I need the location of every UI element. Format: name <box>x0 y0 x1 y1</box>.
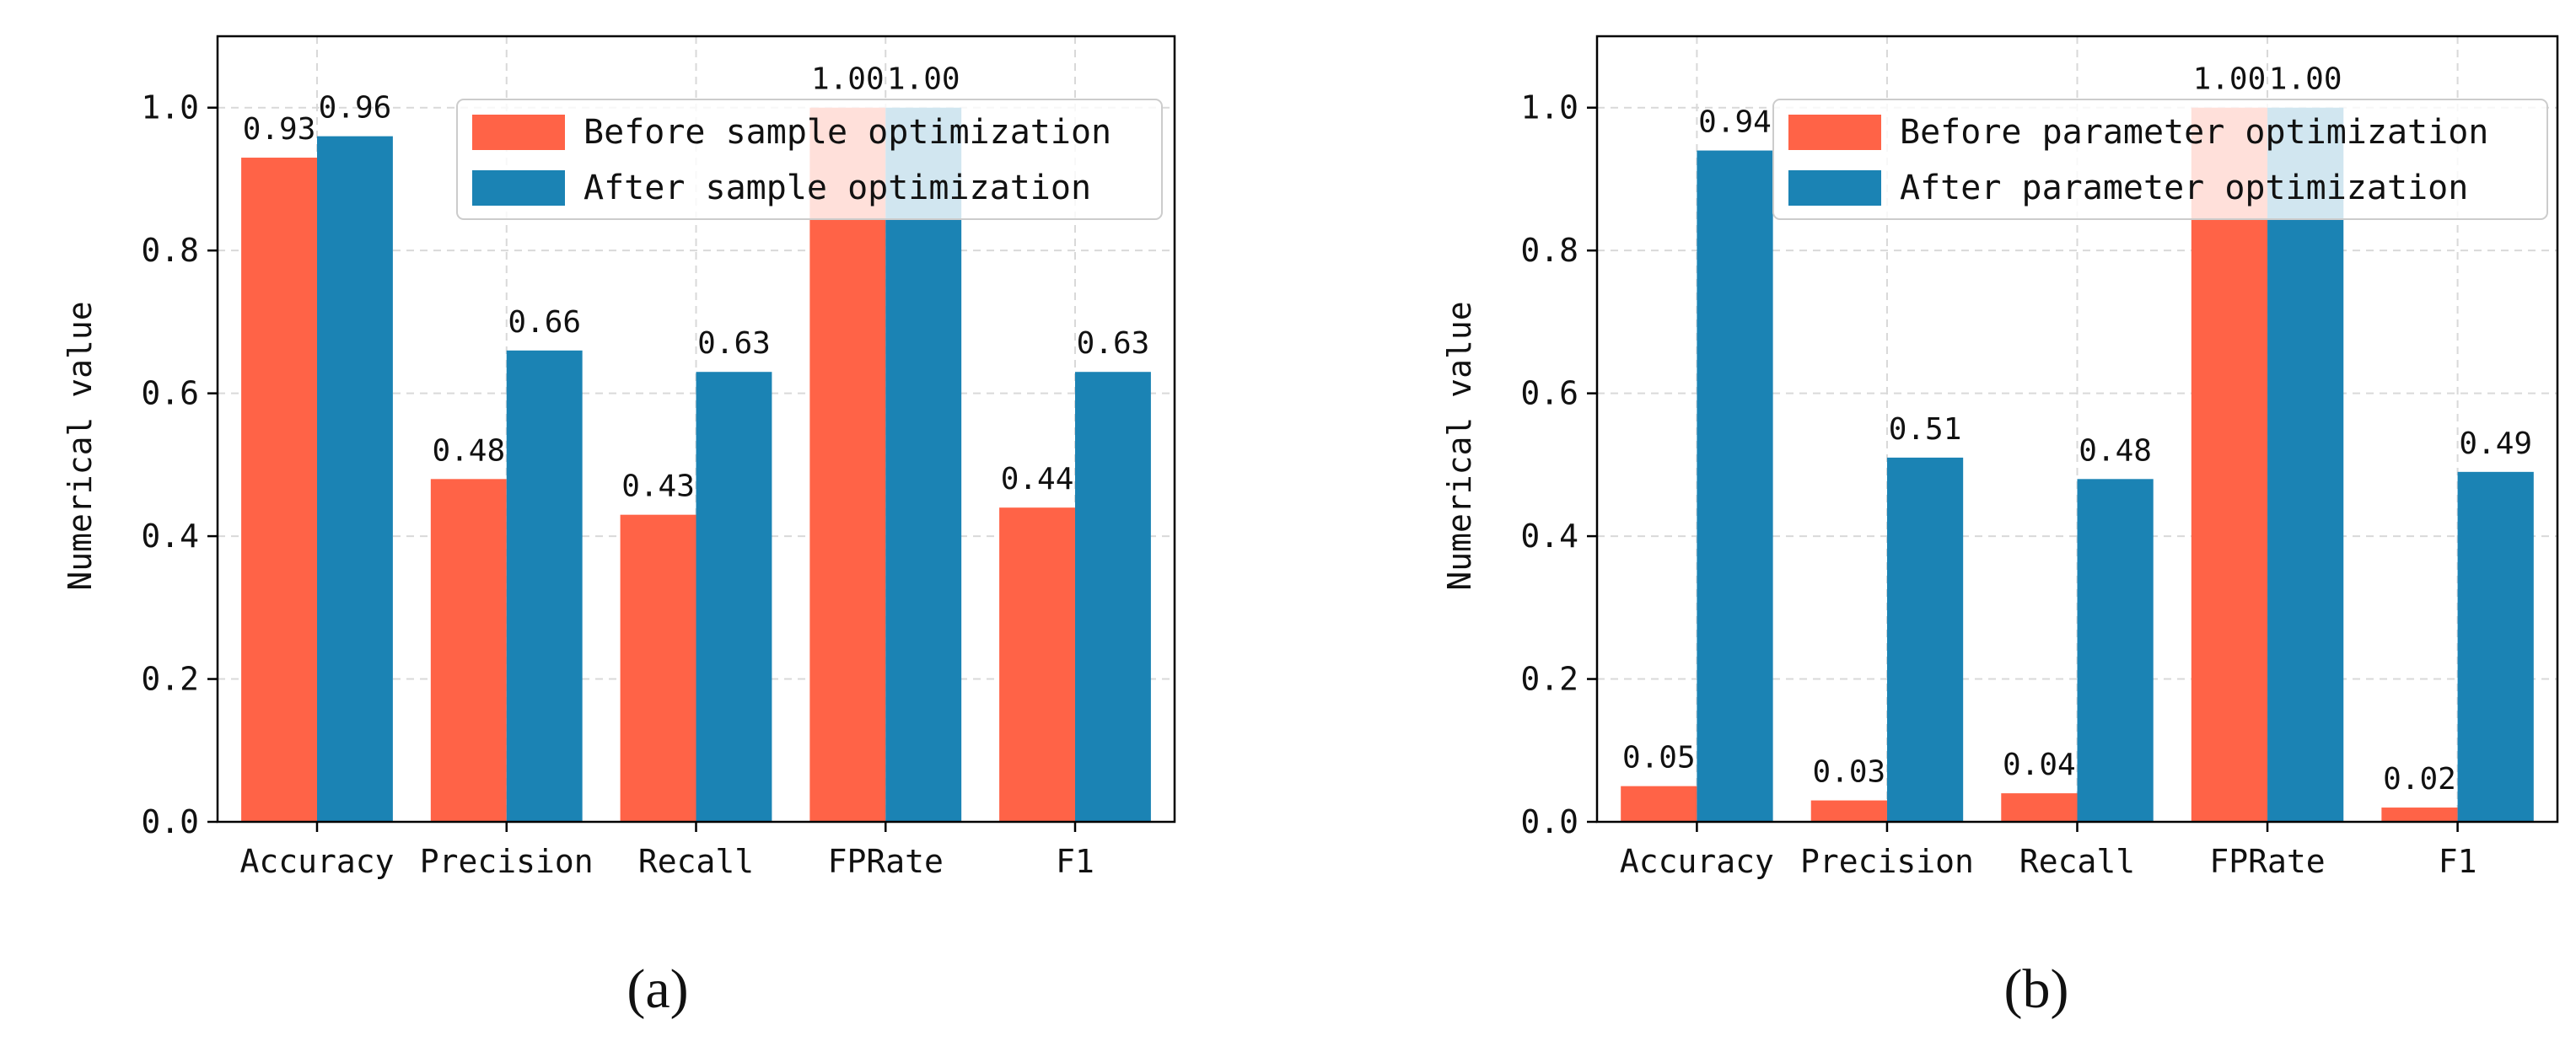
y-axis-title: Numerical value <box>1441 301 1478 590</box>
y-tick-label: 1.0 <box>1520 89 1578 126</box>
y-tick-label: 0.6 <box>141 375 199 412</box>
data-label: 1.00 <box>2269 62 2342 97</box>
bar-after-accuracy <box>1697 150 1773 823</box>
x-tick-label: Accuracy <box>239 843 394 880</box>
bar-after-precision <box>1886 457 1964 822</box>
y-axis-title: Numerical value <box>62 301 99 590</box>
data-label: 1.00 <box>887 62 960 97</box>
chart-panel-b: 0.05 0.03 0.04 1.00 0.02 0.94 0.51 0.48 1.00 0.49… <box>1441 35 2559 1020</box>
legend-label: After parameter optimization <box>1900 169 2468 207</box>
panel-label: (a) <box>627 958 688 1020</box>
legend-box <box>1772 99 2548 220</box>
data-label: 0.48 <box>2079 433 2152 468</box>
chart-panel-a: 0.93 0.48 0.43 1.00 0.44 0.96 0.66 0.63 1.00 0.63… <box>62 35 1176 1020</box>
legend-label: After sample optimization <box>583 169 1091 207</box>
legend: Before sample optimization After sample o… <box>456 99 1163 220</box>
x-tick-label: Accuracy <box>1620 843 1774 880</box>
legend: Before parameter optimization After param… <box>1772 99 2548 220</box>
y-tick-label: 0.0 <box>1520 803 1578 840</box>
y-tick-label: 0.4 <box>141 518 199 555</box>
legend-swatch-before <box>472 115 565 150</box>
bar-after-fprate <box>885 107 962 822</box>
y-tick-label: 0.2 <box>1520 661 1578 698</box>
y-tick-label: 0.8 <box>141 232 199 269</box>
x-tick-label: Precision <box>420 843 594 880</box>
data-label: 0.43 <box>621 470 695 504</box>
bar-before-accuracy <box>1621 786 1697 822</box>
data-label: 0.03 <box>1812 755 1885 790</box>
y-tick-label: 0.6 <box>1520 375 1578 412</box>
data-label: 0.44 <box>1001 462 1074 496</box>
panel-label: (b) <box>2004 958 2069 1020</box>
bar-before-precision <box>1810 800 1887 822</box>
data-label: 0.05 <box>1622 741 1696 775</box>
x-tick-label: F1 <box>2439 843 2477 880</box>
data-label: 0.93 <box>243 112 316 147</box>
x-tick-label: Recall <box>638 843 754 880</box>
y-tick-label: 0.4 <box>1520 518 1578 555</box>
y-tick-label: 0.0 <box>141 803 199 840</box>
legend-swatch-after <box>1788 170 1881 206</box>
legend-label: Before sample optimization <box>583 113 1111 152</box>
bar-before-fprate <box>809 107 886 822</box>
legend-swatch-after <box>472 170 565 206</box>
data-label: 0.48 <box>432 433 505 468</box>
data-label: 0.63 <box>1077 326 1150 361</box>
x-tick-label: F1 <box>1056 843 1094 880</box>
bar-after-recall <box>2077 479 2154 822</box>
bar-after-accuracy <box>316 136 393 823</box>
y-tick-label: 0.8 <box>1520 232 1578 269</box>
legend-swatch-before <box>1788 115 1881 150</box>
bar-before-f1 <box>2381 808 2458 822</box>
bar-before-precision <box>430 479 507 822</box>
bar-before-fprate <box>2191 107 2268 822</box>
y-tick-label: 1.0 <box>141 89 199 126</box>
legend-box <box>456 99 1163 220</box>
data-label: 0.02 <box>2383 762 2456 797</box>
x-tick-label: Precision <box>1800 843 1974 880</box>
data-label: 0.63 <box>697 326 771 361</box>
bar-after-precision <box>506 350 583 822</box>
bar-after-f1 <box>1075 372 1151 823</box>
bar-before-recall <box>620 514 696 822</box>
legend-label: Before parameter optimization <box>1900 113 2488 152</box>
data-label: 0.66 <box>508 305 581 340</box>
x-tick-label: FPRate <box>828 843 944 880</box>
bar-before-f1 <box>999 507 1076 822</box>
x-tick-label: FPRate <box>2209 843 2325 880</box>
x-tick-label: Recall <box>2019 843 2135 880</box>
data-label: 0.94 <box>1698 105 1772 140</box>
data-label: 0.04 <box>2003 748 2076 782</box>
data-label: 1.00 <box>811 62 885 97</box>
bar-before-recall <box>2001 793 2078 822</box>
bar-after-fprate <box>2267 107 2344 822</box>
data-label: 1.00 <box>2193 62 2267 97</box>
bar-before-accuracy <box>241 158 317 822</box>
bar-after-recall <box>696 372 772 823</box>
data-label: 0.96 <box>319 91 392 126</box>
bar-after-f1 <box>2457 471 2534 822</box>
data-label: 0.51 <box>1889 412 1962 447</box>
data-label: 0.49 <box>2459 427 2532 461</box>
y-tick-label: 0.2 <box>141 661 199 698</box>
